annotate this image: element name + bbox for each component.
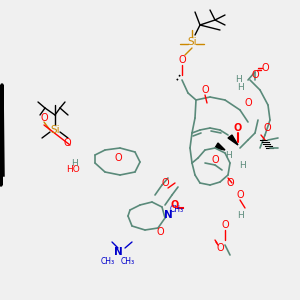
Polygon shape bbox=[215, 143, 225, 150]
Text: H: H bbox=[238, 160, 245, 169]
Text: O: O bbox=[251, 70, 259, 80]
Text: O: O bbox=[114, 153, 122, 163]
Text: CH₃: CH₃ bbox=[101, 257, 115, 266]
Text: O: O bbox=[226, 178, 234, 188]
Text: H: H bbox=[237, 211, 243, 220]
Text: O: O bbox=[201, 85, 209, 95]
Text: CH₃: CH₃ bbox=[121, 257, 135, 266]
Text: HO: HO bbox=[66, 166, 80, 175]
Text: H: H bbox=[237, 82, 243, 91]
Text: Si: Si bbox=[187, 37, 197, 47]
Text: O: O bbox=[211, 155, 219, 165]
Text: N: N bbox=[114, 247, 122, 257]
Text: O: O bbox=[261, 63, 269, 73]
Text: O: O bbox=[234, 123, 242, 133]
Polygon shape bbox=[228, 135, 238, 145]
Text: Si: Si bbox=[50, 125, 60, 135]
Text: O: O bbox=[216, 243, 224, 253]
Text: O: O bbox=[263, 123, 271, 133]
Text: O: O bbox=[161, 178, 169, 188]
Text: H: H bbox=[225, 151, 231, 160]
Text: O: O bbox=[244, 98, 252, 108]
Text: O: O bbox=[178, 55, 186, 65]
Text: O: O bbox=[236, 190, 244, 200]
Text: H: H bbox=[235, 76, 242, 85]
Text: O: O bbox=[221, 220, 229, 230]
Text: CH₃: CH₃ bbox=[170, 206, 184, 214]
Text: O: O bbox=[156, 227, 164, 237]
Text: O: O bbox=[63, 138, 71, 148]
Text: O: O bbox=[171, 200, 179, 210]
Text: N: N bbox=[164, 210, 172, 220]
Text: H: H bbox=[72, 158, 78, 167]
Text: O: O bbox=[40, 113, 48, 123]
